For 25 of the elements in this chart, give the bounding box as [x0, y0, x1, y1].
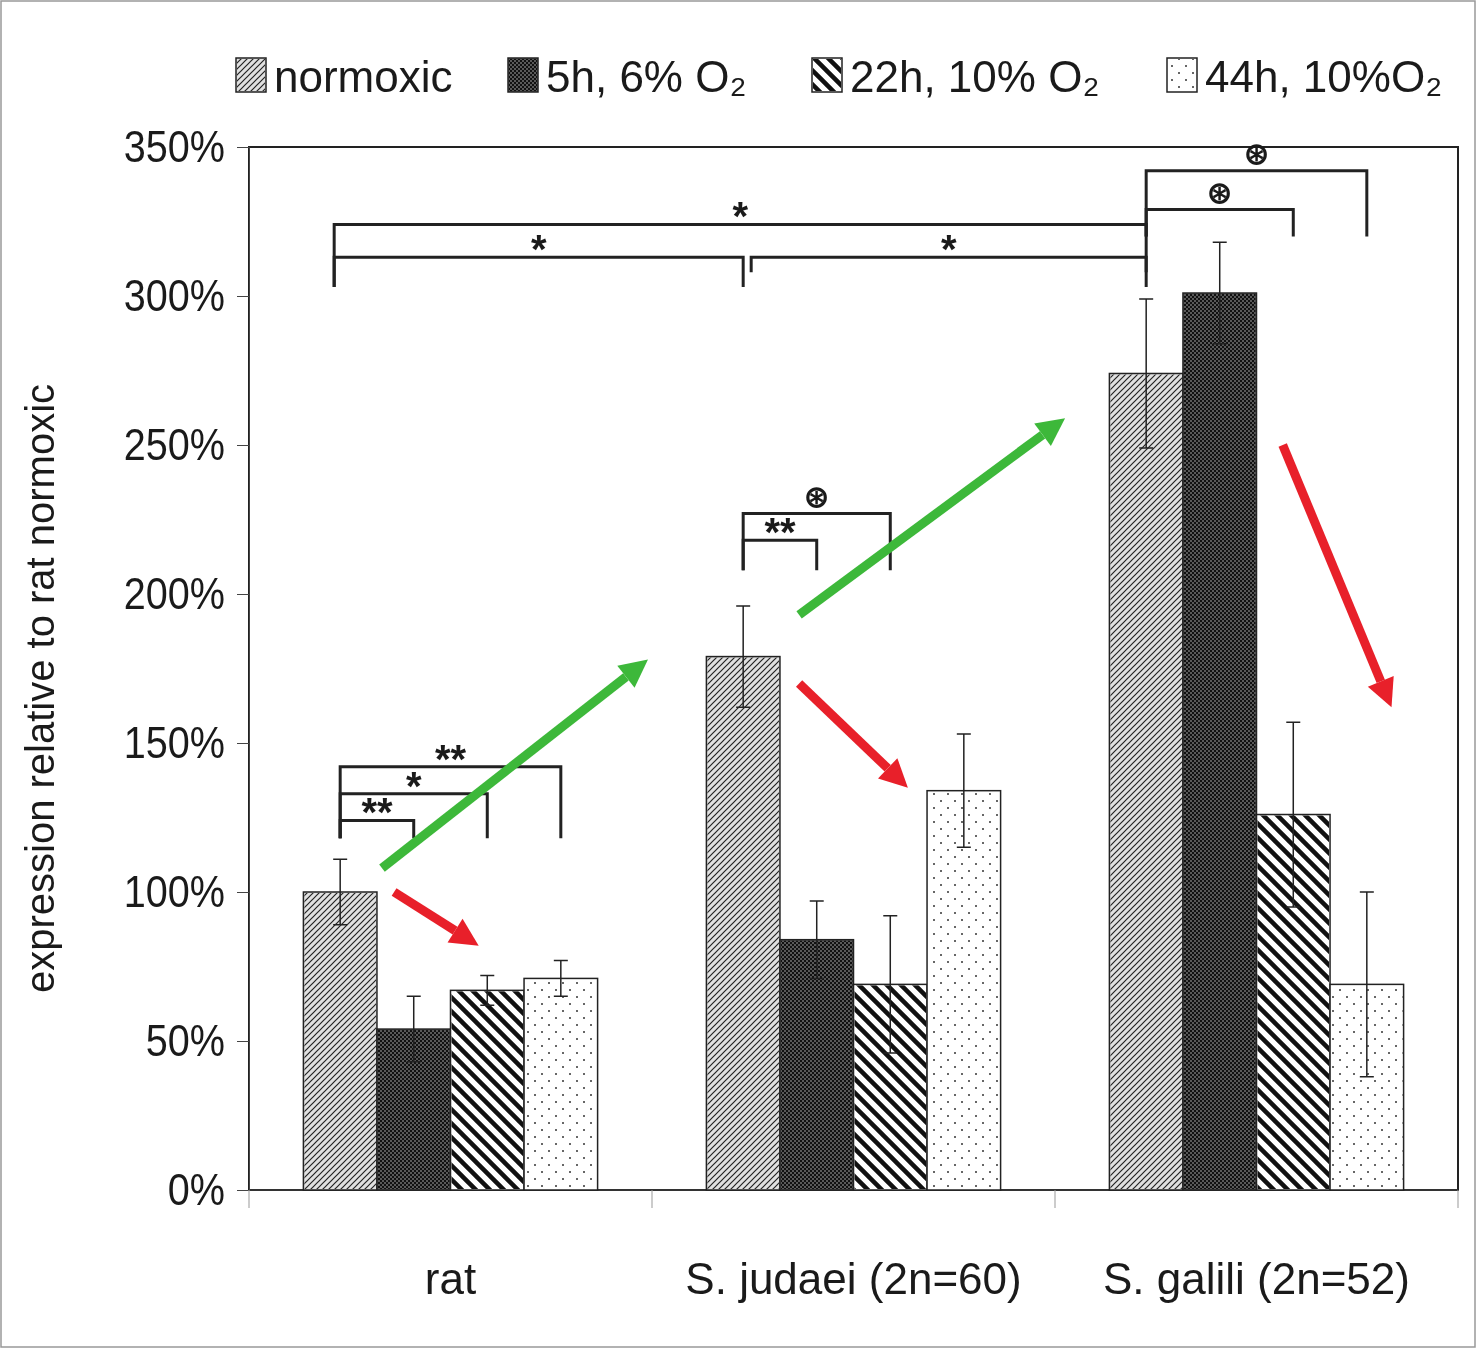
y-tick-label: 0% — [167, 1164, 225, 1215]
annotation: * — [732, 194, 749, 239]
legend-label: 44h, 10%O₂ — [1205, 52, 1443, 101]
annotation: * — [530, 227, 547, 272]
annotation: ⊛ — [804, 479, 830, 513]
annotation: * — [940, 227, 957, 272]
y-tick-label: 100% — [123, 866, 225, 917]
y-tick-label: 150% — [123, 717, 225, 768]
annotation: ** — [361, 790, 393, 835]
x-tick-label: S. galili (2n=52) — [1103, 1254, 1410, 1303]
annotation: ** — [764, 510, 796, 555]
y-axis-title: expression relative to rat normoxic — [18, 383, 62, 994]
x-tick-label: rat — [424, 1254, 477, 1303]
legend-label: 22h, 10% O₂ — [850, 52, 1100, 101]
x-tick-label: S. judaei (2n=60) — [685, 1254, 1022, 1303]
y-tick-label: 200% — [123, 568, 225, 619]
legend-label: 5h, 6% O₂ — [546, 52, 747, 101]
y-tick-label: 50% — [145, 1015, 225, 1066]
annotation: ** — [434, 736, 467, 781]
legend-label: normoxic — [274, 52, 453, 101]
y-tick-label: 250% — [123, 419, 225, 470]
y-tick-label: 300% — [123, 270, 225, 321]
annotation: ⊛ — [1207, 175, 1233, 209]
annotation: * — [405, 763, 422, 808]
y-tick-label: 350% — [123, 121, 225, 172]
